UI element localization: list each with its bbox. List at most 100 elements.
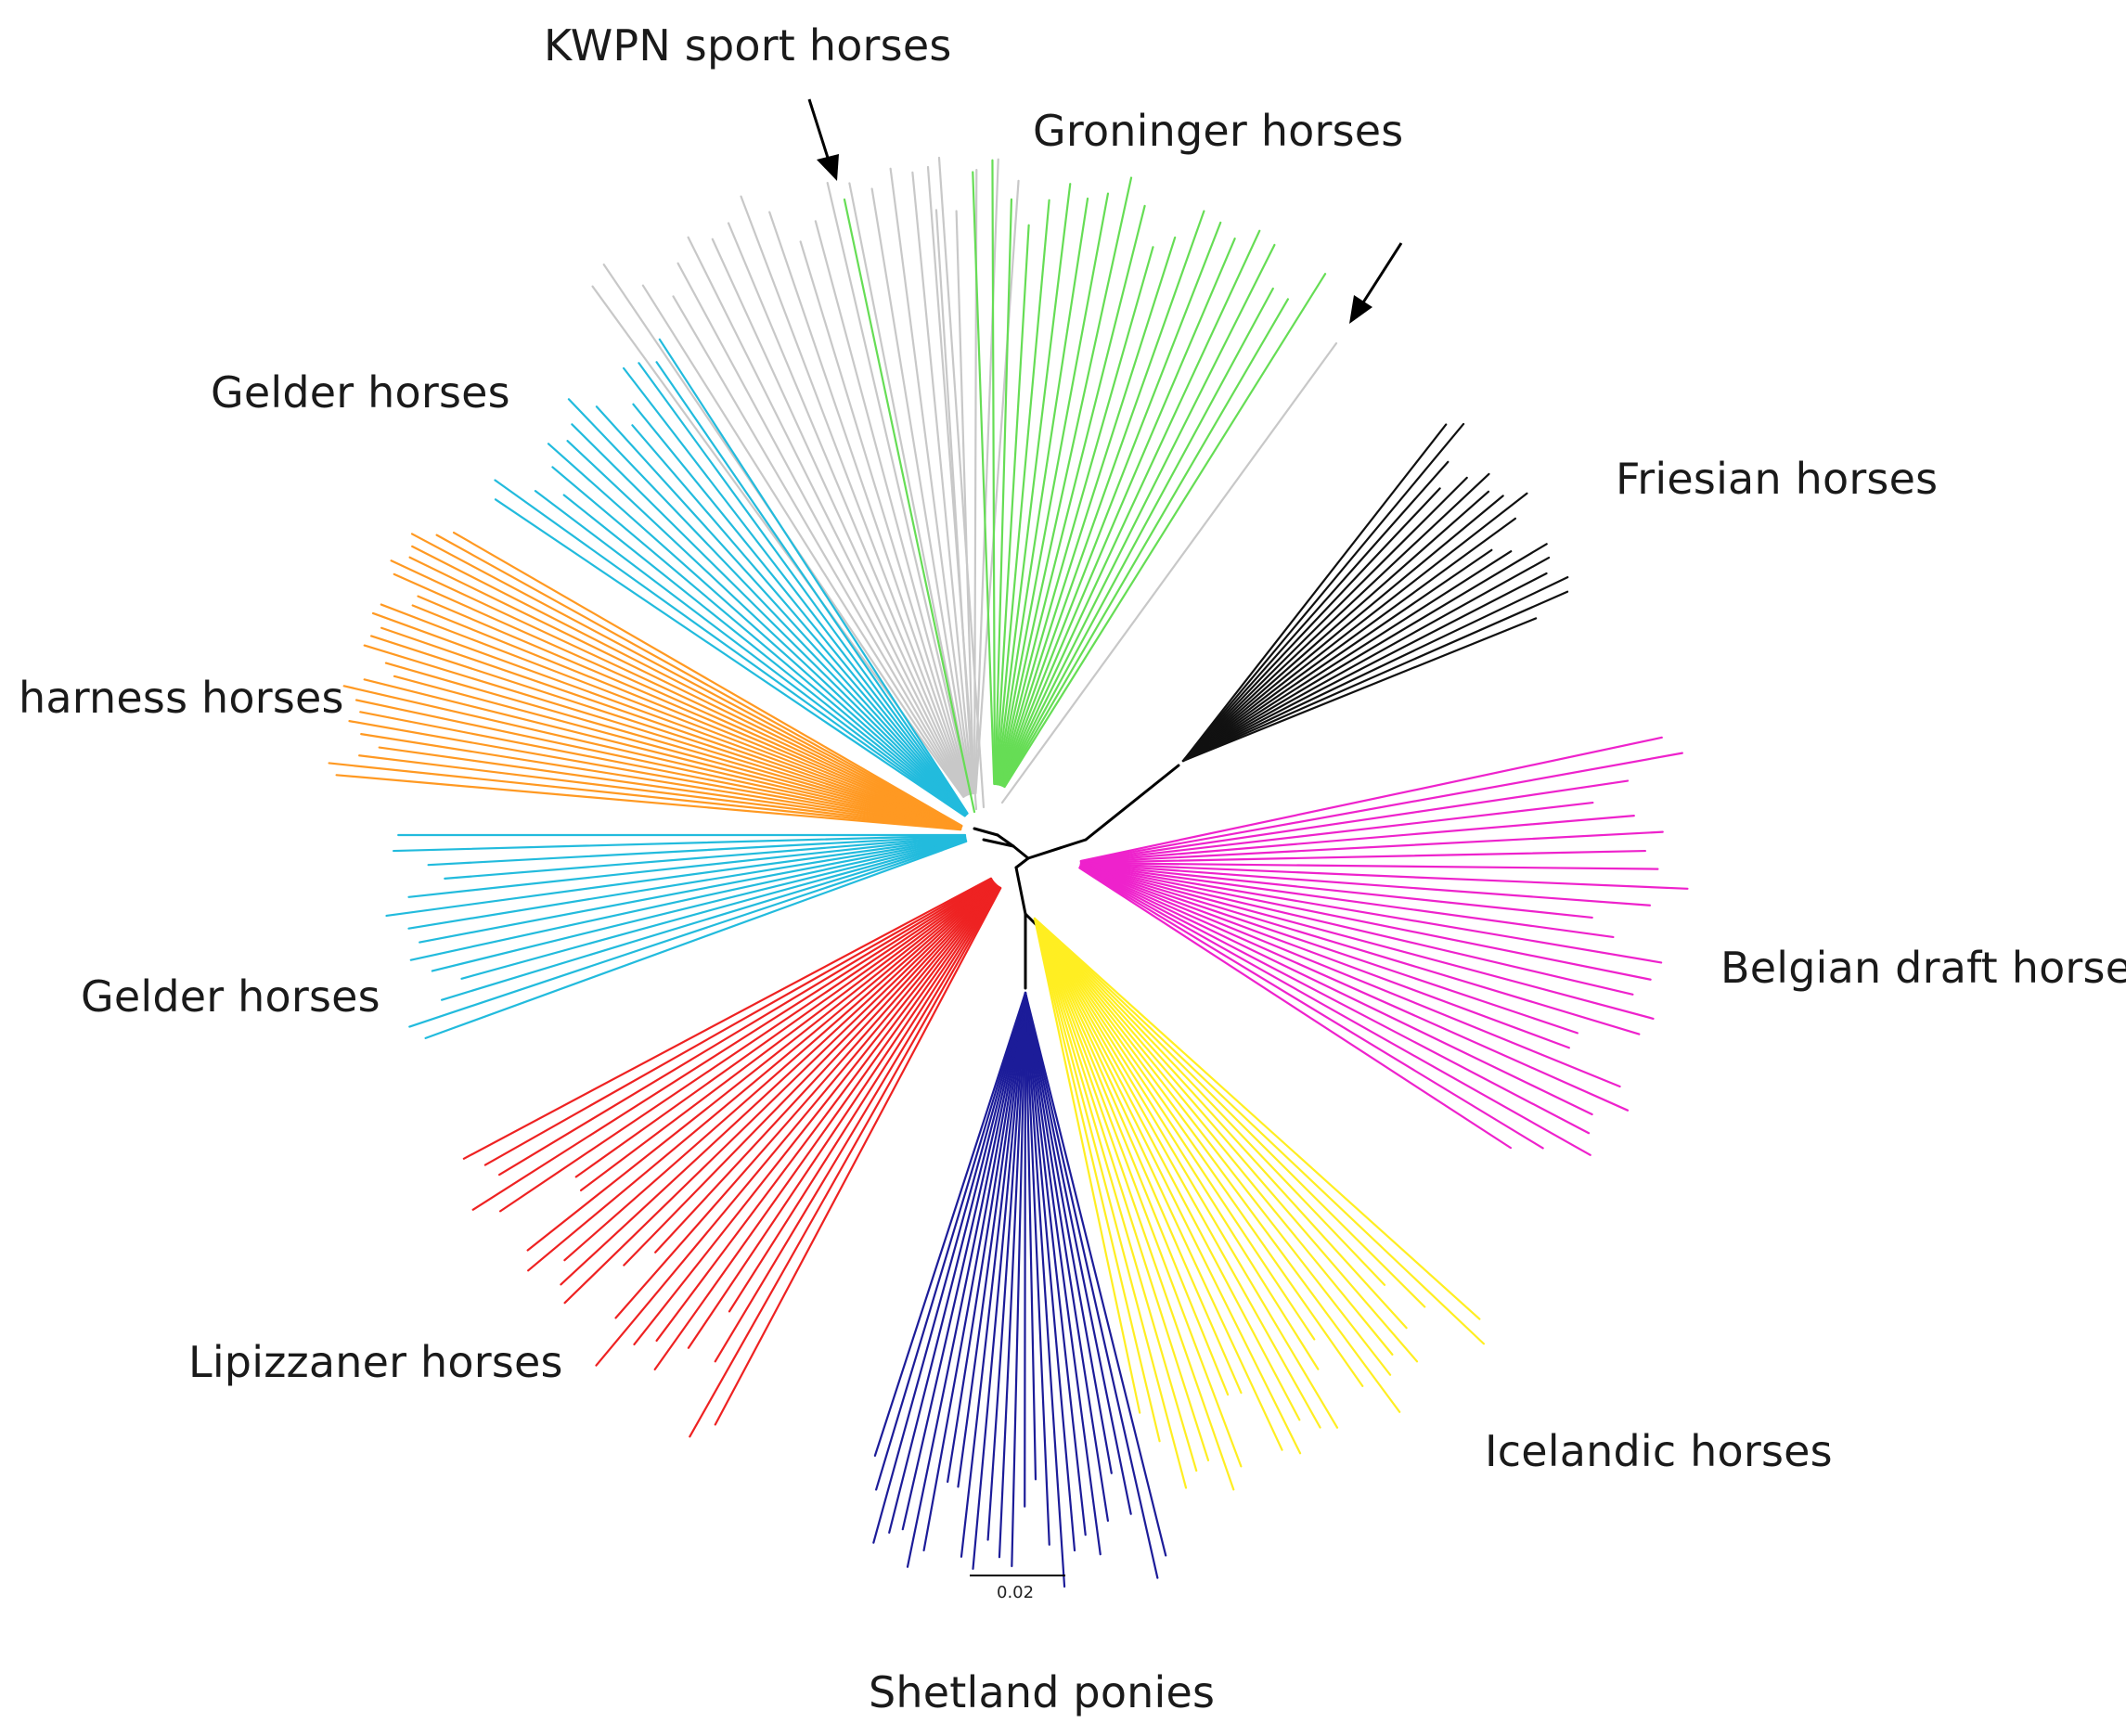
leaf-branch <box>875 991 1027 1491</box>
leaf-branch <box>408 556 963 828</box>
leaf-branch <box>986 991 1027 1541</box>
leaf-branch <box>991 159 997 786</box>
leaf-branch <box>1024 991 1076 1552</box>
leaf-branch <box>328 762 962 831</box>
leaf-branch <box>1033 917 1230 1396</box>
leaf-branch <box>711 238 968 796</box>
groninger-arrow-icon <box>1349 242 1403 324</box>
leaf-branch <box>1181 617 1538 763</box>
leaf-branch <box>408 840 968 1028</box>
leaf-branch <box>901 991 1027 1531</box>
leaf-branch <box>407 837 967 930</box>
leaf-branch <box>551 466 967 817</box>
leaf-branch <box>1001 229 1261 787</box>
leaf-branch <box>1024 991 1167 1557</box>
leaf-branch <box>1181 576 1569 763</box>
leaf-branch <box>1000 221 1222 787</box>
label-friesian-horses: Friesian horses <box>1616 454 1939 504</box>
leaf-branch <box>358 754 962 830</box>
leaf-branch <box>1181 495 1504 763</box>
leaf-branch <box>922 991 1027 1552</box>
leaf-branch <box>1181 476 1468 763</box>
leaf-branch <box>526 881 995 1252</box>
leaf-branch <box>1024 991 1102 1556</box>
leaf-branch <box>997 192 1110 786</box>
leaf-branch <box>926 165 978 811</box>
leaf-branch <box>1033 917 1426 1308</box>
leaf-branch <box>632 403 968 816</box>
leaf-branch <box>727 222 969 796</box>
leaf-branch <box>1079 865 1630 1112</box>
leaf-branch <box>571 423 967 817</box>
leaf-branch <box>1033 917 1302 1455</box>
label-belgian-draft-horses: Belgian draft horses <box>1720 943 2126 993</box>
leaf-branch <box>1078 866 1591 1156</box>
leaf-branch <box>998 204 1146 786</box>
leaf-branch <box>1033 917 1339 1429</box>
leaf-branch <box>527 881 995 1272</box>
leaf-branch <box>889 167 973 795</box>
leaf-branch <box>1181 548 1493 763</box>
leaf-branch <box>848 182 973 795</box>
leaf-branch <box>1033 917 1394 1356</box>
leaf-branch <box>419 837 967 944</box>
leaf-branch <box>462 877 993 1160</box>
leaf-branch <box>655 361 969 815</box>
label-groninger-horses: Groninger horses <box>1033 106 1404 156</box>
leaf-branch <box>417 595 962 829</box>
leaf-branch <box>1033 917 1283 1451</box>
leaf-branch <box>998 176 1133 786</box>
leaf-branch <box>1033 917 1481 1320</box>
leaf-branch <box>1079 864 1634 996</box>
leaf-branch <box>1033 917 1419 1363</box>
leaf-branch <box>1181 460 1450 763</box>
leaf-branch <box>638 362 969 816</box>
leaf-branch <box>1079 863 1652 981</box>
leaf-branch <box>957 991 1027 1488</box>
leaf-branch <box>1181 590 1569 763</box>
leaf-branch <box>1024 991 1132 1515</box>
leaf-branch <box>1024 991 1027 1508</box>
leaf-branch <box>393 675 962 829</box>
clades <box>328 156 1689 1588</box>
leaf-branch <box>1033 917 1198 1472</box>
leaf-branch <box>911 171 974 795</box>
leaf-branch <box>1078 867 1544 1150</box>
leaf-branch <box>1079 779 1630 863</box>
leaf-branch <box>1033 917 1320 1370</box>
leaf-branch <box>567 398 968 816</box>
leaf-branch <box>1033 917 1321 1429</box>
leaf-branch <box>655 884 999 1343</box>
internal-branch <box>1014 856 1030 869</box>
leaf-branch <box>658 338 969 815</box>
label-shetland-ponies: Shetland ponies <box>869 1667 1216 1717</box>
leaf-branch <box>1033 917 1401 1413</box>
internal-branch <box>982 838 1015 848</box>
leaf-branch <box>1181 572 1548 763</box>
leaf-branch <box>370 635 962 829</box>
leaf-branch <box>1079 865 1570 1049</box>
leaf-branch <box>1024 991 1110 1523</box>
leaf-branch <box>740 195 970 796</box>
leaf-branch <box>1078 866 1593 1116</box>
leaf-branch <box>547 443 967 817</box>
leaf-branch <box>360 733 962 830</box>
leaf-branch <box>714 886 1001 1363</box>
leaf-branch <box>580 880 995 1192</box>
leaf-branch <box>1079 862 1652 907</box>
leaf-branch <box>1181 517 1517 763</box>
leaf-branch <box>384 662 962 829</box>
leaf-branch <box>814 220 971 795</box>
leaf-branch <box>1024 991 1050 1546</box>
leaf-branch <box>380 603 962 829</box>
leaf-branch <box>996 183 1072 786</box>
leaf-branch <box>1079 863 1615 939</box>
leaf-branch <box>494 479 966 817</box>
leaf-branch <box>631 424 968 816</box>
leaf-branch <box>1079 801 1594 863</box>
leaf-branch <box>563 882 997 1305</box>
internal-branch <box>1011 844 1030 860</box>
leaf-branch <box>534 490 967 817</box>
leaf-branch <box>380 626 962 829</box>
leaf-branch <box>393 834 967 853</box>
